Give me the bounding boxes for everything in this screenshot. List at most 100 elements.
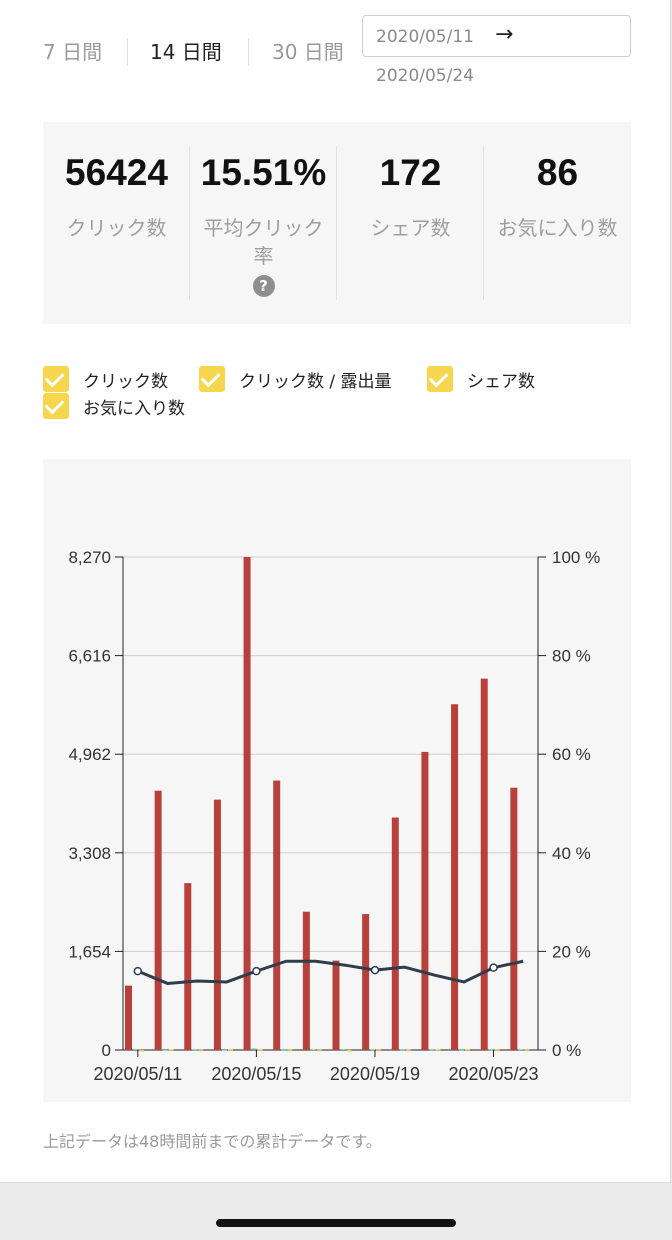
right-tick-label: 20 %: [552, 942, 591, 961]
bar-shares: [340, 1049, 346, 1052]
left-tick-label: 0: [102, 1041, 111, 1060]
bar-shares: [192, 1049, 198, 1051]
checkbox-checked-icon[interactable]: [199, 366, 225, 392]
divider: [127, 38, 128, 66]
bar-favorites: [287, 1049, 293, 1052]
stat-label: お気に入り数: [497, 216, 618, 240]
checkbox-checked-icon[interactable]: [43, 366, 69, 392]
stat-clicks: 56424 クリック数: [43, 122, 190, 324]
bar-clicks: [243, 557, 251, 1050]
stat-label-text: 平均クリック率: [203, 216, 324, 268]
right-tick-label: 80 %: [552, 647, 591, 666]
checkbox-checked-icon[interactable]: [43, 393, 69, 419]
bar-shares: [162, 1048, 168, 1051]
legend-label: クリック数: [83, 371, 168, 392]
bar-shares: [133, 1049, 138, 1052]
checkbox-checked-icon[interactable]: [427, 366, 453, 392]
legend-toggle-shares[interactable]: シェア数: [427, 366, 535, 392]
bar-clicks: [451, 704, 459, 1050]
legend-toggle-clicks[interactable]: クリック数: [43, 366, 168, 392]
bar-clicks: [302, 911, 310, 1050]
bar-favorites: [494, 1049, 500, 1052]
right-tick-label: 0 %: [552, 1041, 581, 1060]
bar-clicks: [421, 751, 429, 1050]
stats-panel: 56424 クリック数 15.51% 平均クリック率 ? 172 シェア数 86…: [43, 122, 631, 324]
bar-shares: [399, 1049, 405, 1051]
bar-clicks: [510, 787, 518, 1050]
legend-toggle-favorites[interactable]: お気に入り数: [43, 393, 185, 419]
bar-shares: [251, 1048, 257, 1051]
stat-value: 56424: [65, 152, 168, 193]
bar-shares: [459, 1049, 465, 1051]
bar-favorites: [405, 1049, 411, 1052]
bar-shares: [370, 1049, 376, 1052]
bar-favorites: [198, 1049, 204, 1052]
bar-clicks: [154, 790, 162, 1050]
right-tick-label: 60 %: [552, 745, 591, 764]
bar-clicks: [125, 985, 132, 1050]
bar-shares: [281, 1049, 287, 1051]
left-tick-label: 4,962: [68, 745, 111, 764]
report-card: 7 日間 14 日間 30 日間 2020/05/11 → 2020/05/24…: [0, 0, 671, 1183]
legend-label: クリック数 / 露出量: [239, 371, 392, 392]
date-range-picker[interactable]: [362, 15, 631, 57]
right-tick-label: 100 %: [552, 548, 600, 567]
help-icon[interactable]: ?: [252, 275, 275, 297]
footnote: 上記データは48時間前までの累計データです。: [43, 1132, 382, 1151]
stat-favorites: 86 お気に入り数: [484, 122, 631, 324]
divider: [336, 146, 337, 300]
bar-shares: [429, 1049, 435, 1051]
x-tick-label: 2020/05/23: [448, 1064, 538, 1084]
period-tab-30-days[interactable]: 30 日間: [272, 40, 344, 64]
combo-chart: 0 0 % 1,654 20 % 3,308 40 % 4,962 60 % 6,616 80 %…: [68, 548, 600, 1084]
bar-clicks: [391, 817, 399, 1050]
period-tab-7-days[interactable]: 7 日間: [43, 40, 103, 64]
left-tick-label: 3,308: [68, 844, 111, 863]
bar-favorites: [376, 1049, 382, 1052]
bar-shares: [221, 1049, 227, 1051]
bar-clicks: [213, 799, 221, 1050]
line-ctr-marker: [370, 965, 380, 975]
arrow-right-icon: →: [495, 22, 514, 47]
bar-clicks: [273, 780, 281, 1050]
stat-label: シェア数: [370, 216, 451, 240]
legend-label: シェア数: [467, 371, 535, 392]
line-ctr-marker: [133, 966, 143, 976]
bar-favorites: [465, 1049, 471, 1052]
bar-favorites: [435, 1049, 441, 1052]
bar-clicks: [362, 914, 370, 1050]
stat-value: 86: [536, 152, 579, 193]
legend-toggle-ctr[interactable]: クリック数 / 露出量: [199, 366, 392, 392]
end-date[interactable]: 2020/05/24: [376, 66, 474, 86]
left-tick-label: 6,616: [68, 647, 111, 666]
divider: [189, 146, 190, 300]
line-ctr-marker: [252, 966, 261, 976]
stat-value: 15.51%: [200, 152, 327, 193]
stat-shares: 172 シェア数: [337, 122, 484, 324]
x-tick-label: 2020/05/11: [93, 1064, 182, 1084]
left-tick-label: 1,654: [68, 942, 111, 961]
line-ctr: [137, 959, 524, 985]
bar-clicks: [332, 960, 340, 1050]
home-indicator: [216, 1219, 456, 1227]
bar-shares: [310, 1049, 316, 1051]
bar-favorites: [257, 1049, 263, 1051]
bar-shares: [518, 1049, 524, 1051]
bar-shares: [488, 1049, 494, 1051]
divider: [483, 146, 484, 300]
stat-label: 平均クリック率 ?: [196, 214, 331, 298]
start-date[interactable]: 2020/05/11: [376, 27, 474, 47]
bar-favorites: [139, 1049, 144, 1052]
x-tick-label: 2020/05/15: [211, 1064, 301, 1084]
x-tick-label: 2020/05/19: [330, 1064, 420, 1084]
bar-favorites: [316, 1049, 322, 1052]
right-tick-label: 40 %: [552, 844, 591, 863]
divider: [248, 38, 249, 66]
stat-label: クリック数: [66, 216, 167, 240]
bar-favorites: [168, 1049, 174, 1052]
stat-ctr: 15.51% 平均クリック率 ?: [190, 122, 337, 324]
bar-favorites: [227, 1049, 233, 1052]
stat-value: 172: [379, 152, 442, 193]
period-tab-14-days[interactable]: 14 日間: [150, 40, 222, 64]
bar-favorites: [346, 1049, 352, 1052]
